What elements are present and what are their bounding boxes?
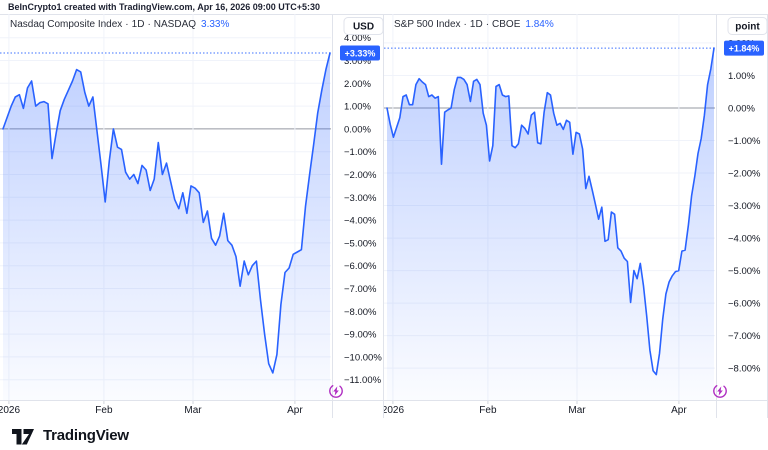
unit-button[interactable] [727, 17, 767, 35]
last-price-label [724, 40, 764, 56]
attribution-text: BeInCrypto1 created with TradingView.com… [8, 2, 321, 12]
y-axis-label[interactable]: 0.00% [344, 124, 371, 135]
legend-separator: · [147, 19, 151, 30]
y-axis-label[interactable]: 4.00% [344, 33, 371, 44]
footer: TradingView [12, 422, 129, 448]
symbol-title[interactable]: Nasdaq Composite Index [10, 19, 123, 30]
tradingview-logo-icon[interactable] [12, 425, 36, 445]
area-fill [3, 53, 330, 400]
lightning-icon [717, 386, 723, 396]
y-axis-label[interactable]: −2.00% [728, 169, 761, 180]
unit-button-label: USD [353, 22, 374, 33]
y-axis-label[interactable]: −3.00% [728, 201, 761, 212]
y-axis-label[interactable]: −6.00% [728, 299, 761, 310]
y-axis-label[interactable]: −7.00% [728, 331, 761, 342]
y-axis-label[interactable]: −4.00% [728, 234, 761, 245]
x-axis-label[interactable]: Feb [95, 405, 113, 416]
y-axis-label[interactable]: −5.00% [728, 266, 761, 277]
area-fill [387, 48, 714, 400]
y-axis-label[interactable]: −2.00% [344, 170, 377, 181]
y-axis-label[interactable]: −7.00% [344, 284, 377, 295]
x-axis-label[interactable]: Apr [287, 405, 303, 416]
symbol-title[interactable]: S&P 500 Index [394, 19, 461, 30]
unit-button[interactable] [343, 17, 383, 35]
legend-separator: · [125, 19, 129, 30]
legend-separator: · [463, 19, 467, 30]
y-axis-label[interactable]: 1.00% [728, 71, 755, 82]
price-line [386, 47, 715, 376]
last-price-label [340, 45, 380, 61]
y-axis-label[interactable]: −10.00% [344, 352, 382, 363]
interval-label[interactable]: 1D [131, 19, 145, 30]
y-axis-label[interactable]: −1.00% [728, 136, 761, 147]
y-axis-label[interactable]: −11.00% [344, 375, 382, 386]
boost-icon-ring [713, 384, 727, 398]
y-axis-label[interactable]: 1.00% [344, 102, 371, 113]
lightning-icon [333, 386, 339, 396]
y-axis-label[interactable]: 3.00% [344, 56, 371, 67]
tradingview-wordmark[interactable]: TradingView [43, 426, 129, 444]
boost-icon[interactable] [711, 382, 728, 399]
chart-legend: Nasdaq Composite Index · 1D · NASDAQ 3.33% [10, 19, 229, 30]
boost-icon[interactable] [327, 382, 344, 399]
x-axis-label[interactable]: Apr [671, 405, 687, 416]
x-axis-label[interactable]: Mar [568, 405, 586, 416]
legend-separator: · [485, 19, 490, 30]
x-axis-label[interactable]: Feb [479, 405, 497, 416]
y-axis-label[interactable]: −4.00% [344, 216, 377, 227]
y-axis-label[interactable]: 0.00% [728, 104, 755, 115]
y-axis-label[interactable]: −6.00% [344, 261, 377, 272]
unit-button-label: point [735, 22, 760, 33]
x-axis-label[interactable]: 2026 [384, 405, 404, 416]
y-axis-label[interactable]: −5.00% [344, 238, 377, 249]
price-chart-nasdaq[interactable]: 2026 Feb Mar Apr 4.00% 3.00% 2.00% 1.00% 0.00% −1… [0, 14, 384, 418]
y-axis-label[interactable]: −1.00% [344, 147, 377, 158]
boost-icon-ring [329, 384, 343, 398]
x-axis-label[interactable]: 2026 [0, 405, 20, 416]
chart-legend: S&P 500 Index · 1D · CBOE 1.84% [394, 19, 554, 30]
interval-label[interactable]: 1D [469, 19, 483, 30]
change-percent: 1.84% [525, 19, 554, 30]
x-axis-label[interactable]: Mar [184, 405, 202, 416]
price-chart-sp500[interactable]: 2026FebMarApr2.00%1.00%0.00%−1.00%−2.00%… [384, 14, 768, 418]
exchange-label: NASDAQ [153, 19, 197, 30]
last-price-label-text: +1.84% [729, 44, 760, 54]
y-axis-label[interactable]: 2.00% [344, 79, 371, 90]
top-divider [0, 14, 768, 15]
y-axis-label[interactable]: −8.00% [344, 307, 377, 318]
y-axis-label[interactable]: −9.00% [344, 330, 377, 341]
exchange-label: CBOE [492, 19, 521, 30]
change-percent: 3.33% [201, 19, 230, 30]
y-axis-label[interactable]: −8.00% [728, 364, 761, 375]
y-axis-label[interactable]: −3.00% [344, 193, 377, 204]
last-price-label-text: +3.33% [345, 49, 376, 59]
price-line [2, 52, 331, 374]
